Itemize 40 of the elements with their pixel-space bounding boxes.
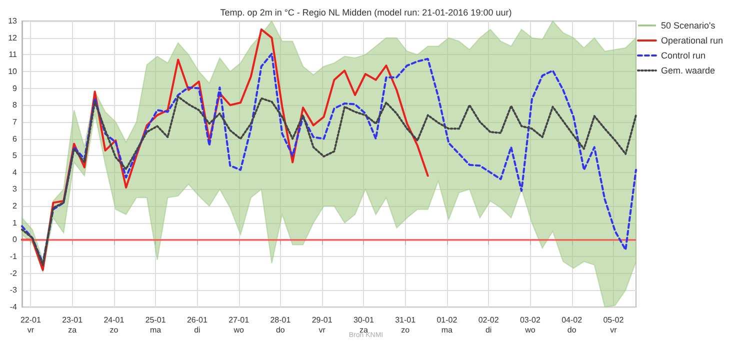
- y-tick-label: 3: [12, 184, 18, 194]
- x-tick-label: 24-01 zo: [104, 316, 125, 334]
- y-tick-label: 1: [12, 218, 18, 228]
- x-tick-label: 05-02 vr: [603, 316, 624, 334]
- x-tick-label: 26-01 di: [186, 316, 208, 334]
- y-tick-label: -1: [10, 252, 18, 262]
- y-tick-label: 13: [8, 16, 18, 26]
- line-series: [21, 52, 637, 264]
- legend-label: Control run: [660, 50, 706, 60]
- y-tick-label: 11: [8, 50, 18, 60]
- y-tick-label: 6: [12, 134, 18, 144]
- y-tick-label: 4: [12, 168, 18, 177]
- y-tick-label: 9: [12, 84, 18, 93]
- x-tick-label: 23-01 za: [62, 316, 84, 334]
- y-tick-label: -2: [10, 268, 18, 278]
- y-tick-label: 12: [8, 33, 18, 42]
- y-tick-label: 7: [12, 117, 18, 126]
- x-tick-label: 31-01 zo: [395, 316, 416, 334]
- chart-title: Temp. op 2m in °C - Regio NL Midden (model run: 21-01-2016 19:00 uur): [220, 8, 512, 18]
- line-series: [21, 28, 429, 271]
- legend-label: Gem. waarde: [660, 66, 715, 76]
- legend-label: 50 Scenario's: [660, 20, 716, 30]
- x-tick-label: 22-01 vr: [20, 316, 42, 334]
- x-tick-label: 25-01 ma: [145, 316, 166, 334]
- y-tick-label: 8: [12, 100, 18, 110]
- x-tick-label: 01-02 ma: [436, 316, 458, 334]
- y-tick-label: 2: [12, 202, 18, 211]
- line-series: [21, 96, 637, 266]
- y-tick-label: -3: [10, 286, 18, 295]
- y-tick-label: -4: [10, 302, 18, 312]
- y-tick-label: 0: [12, 235, 18, 244]
- x-tick-label: 27-01 wo: [228, 316, 250, 334]
- y-tick-label: 10: [8, 66, 18, 76]
- x-tick-label: 04-02 do: [562, 316, 583, 334]
- legend-label: Operational run: [660, 36, 724, 46]
- x-tick-label: 28-01 do: [270, 316, 292, 334]
- x-tick-label: 29-01 vr: [312, 316, 333, 334]
- x-tick-label: 02-02 di: [478, 316, 500, 334]
- x-tick-label: 03-02 wo: [520, 316, 541, 334]
- y-tick-label: 5: [12, 151, 18, 160]
